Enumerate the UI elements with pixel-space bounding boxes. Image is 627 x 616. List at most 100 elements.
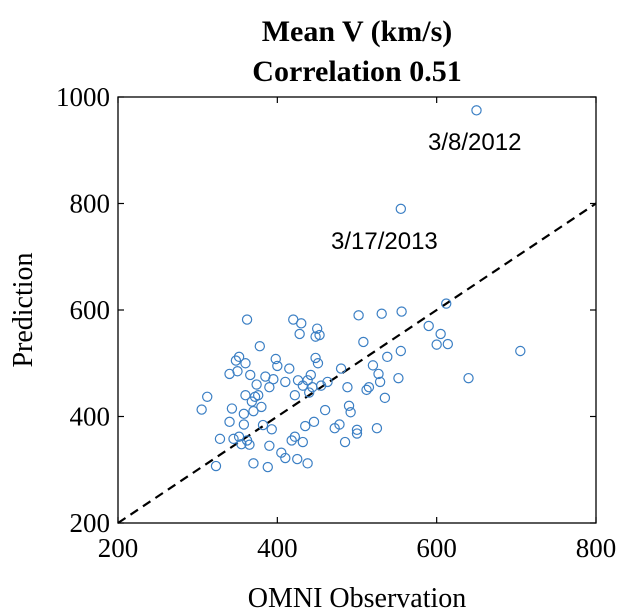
data-point — [257, 419, 269, 431]
data-point — [270, 353, 281, 365]
data-point — [351, 424, 363, 436]
data-point — [292, 453, 303, 465]
data-point — [245, 369, 256, 381]
data-point — [280, 376, 291, 388]
data-point — [367, 360, 379, 371]
data-point — [302, 458, 313, 469]
data-point — [322, 376, 333, 388]
data-point — [289, 431, 301, 442]
data-point — [319, 404, 331, 416]
data-point — [248, 458, 259, 469]
data-point — [238, 419, 250, 430]
data-point — [374, 376, 386, 388]
data-point — [423, 320, 434, 332]
data-point — [233, 351, 245, 363]
data-point — [272, 360, 283, 372]
data-point — [304, 387, 315, 398]
data-point — [289, 390, 301, 401]
x-tick-label: 800 — [576, 533, 617, 563]
data-point — [254, 341, 266, 352]
tick-labels: 200 400 600 800 200 400 600 800 1000 — [56, 82, 616, 563]
y-tick-label: 800 — [70, 189, 111, 219]
data-point — [343, 400, 355, 412]
x-tick-label: 400 — [257, 533, 298, 563]
data-point — [297, 436, 309, 448]
y-axis-label: Prediction — [8, 252, 39, 367]
data-point — [353, 310, 364, 321]
data-point — [351, 428, 363, 439]
data-point — [302, 375, 313, 386]
data-point — [294, 328, 305, 340]
data-point — [226, 403, 238, 414]
data-point — [393, 372, 404, 384]
data-point — [431, 339, 442, 350]
data-point — [236, 438, 247, 450]
data-point — [363, 382, 375, 393]
chart-title: Mean V (km/s) — [262, 15, 453, 48]
data-point — [396, 306, 407, 317]
data-point — [244, 439, 255, 450]
annotation-3-8-2012: 3/8/2012 — [428, 129, 521, 156]
data-point — [256, 401, 267, 413]
data-point — [376, 308, 387, 319]
data-point — [361, 384, 372, 396]
data-point — [305, 369, 316, 381]
data-point — [232, 366, 243, 377]
data-point — [435, 328, 446, 340]
annotation-3-17-2013: 3/17/2013 — [331, 228, 438, 255]
data-point — [395, 203, 407, 215]
data-point — [442, 338, 454, 350]
data-point — [196, 404, 207, 415]
data-point — [296, 318, 307, 329]
data-points — [196, 105, 526, 473]
data-point — [230, 355, 242, 366]
data-point — [373, 368, 384, 380]
data-point — [251, 379, 262, 390]
data-point — [262, 461, 273, 473]
data-point — [310, 352, 321, 364]
data-point — [315, 380, 327, 391]
data-point — [311, 323, 323, 334]
axis-ticks — [117, 96, 597, 524]
data-point — [253, 390, 264, 401]
data-point — [382, 351, 393, 363]
data-point — [395, 345, 407, 357]
data-point — [210, 460, 222, 472]
data-point — [266, 424, 277, 435]
chart-subtitle: Correlation 0.51 — [252, 55, 461, 88]
data-point — [358, 336, 369, 348]
data-point — [286, 435, 297, 446]
data-point — [240, 358, 251, 369]
x-tick-label: 200 — [98, 533, 139, 563]
data-point — [515, 345, 526, 357]
data-point — [280, 452, 291, 464]
data-point — [379, 392, 391, 404]
y-tick-label: 1000 — [56, 82, 110, 112]
plot-frame — [117, 96, 597, 524]
data-point — [345, 407, 356, 418]
data-point — [241, 314, 253, 325]
data-point — [214, 433, 226, 445]
data-point — [334, 419, 345, 430]
reference-dashed-line — [117, 202, 597, 524]
data-point — [339, 436, 351, 448]
y-tick-label: 400 — [70, 402, 111, 432]
data-point — [264, 440, 275, 451]
data-point — [471, 105, 482, 116]
data-point — [284, 363, 295, 374]
data-point — [228, 433, 239, 445]
data-point — [248, 405, 259, 417]
data-point — [342, 382, 353, 393]
data-point — [238, 408, 250, 420]
data-point — [308, 416, 320, 428]
data-point — [224, 416, 235, 428]
data-point — [202, 391, 213, 402]
data-point — [292, 375, 304, 386]
data-point — [335, 363, 347, 374]
data-point — [463, 372, 474, 384]
data-point — [441, 298, 452, 309]
data-point — [307, 382, 318, 393]
data-point — [268, 374, 279, 385]
data-point — [312, 358, 324, 369]
